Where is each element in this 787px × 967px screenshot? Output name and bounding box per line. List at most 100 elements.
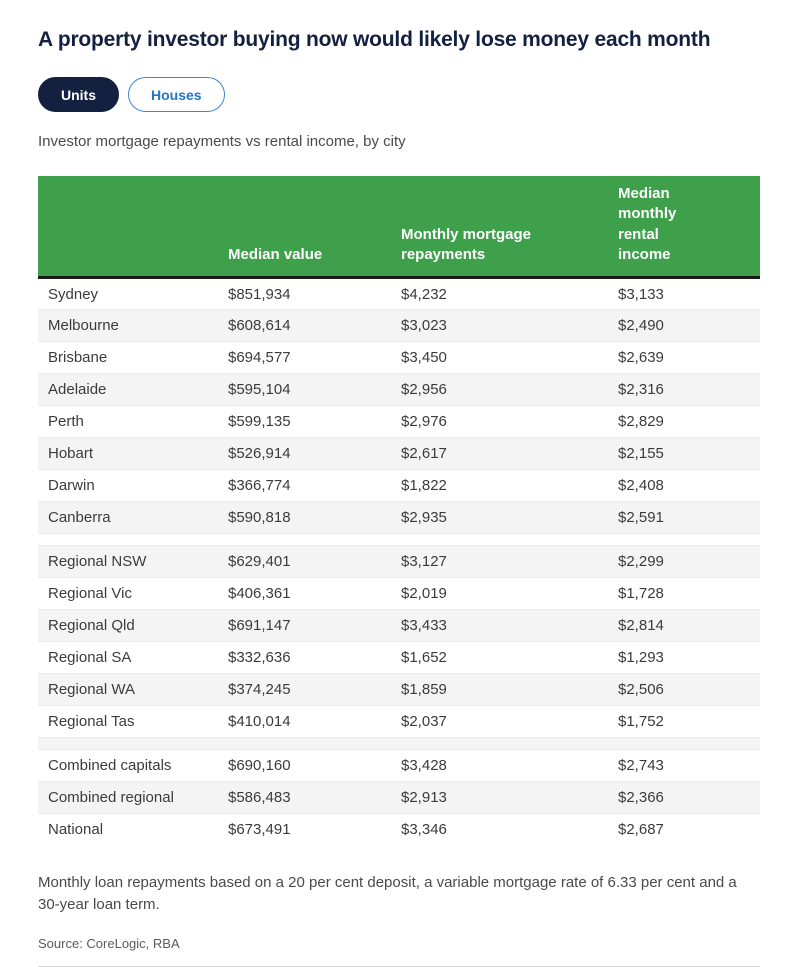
row-value: $406,361 bbox=[228, 577, 401, 610]
row-label: Regional Qld bbox=[38, 609, 228, 642]
row-value: $690,160 bbox=[228, 749, 401, 782]
row-value: $2,814 bbox=[618, 609, 760, 642]
column-header-mortgage-repayments: Monthly mortgage repayments bbox=[401, 176, 618, 279]
row-value: $2,366 bbox=[618, 781, 760, 814]
table-row: Regional SA $332,636 $1,652 $1,293 bbox=[38, 641, 760, 674]
row-value: $410,014 bbox=[228, 705, 401, 738]
row-value: $2,408 bbox=[618, 469, 760, 502]
row-value: $2,019 bbox=[401, 577, 618, 610]
table-row: Regional Vic $406,361 $2,019 $1,728 bbox=[38, 577, 760, 610]
row-label: Regional SA bbox=[38, 641, 228, 674]
methodology-footnote: Monthly loan repayments based on a 20 pe… bbox=[38, 873, 737, 914]
page-title: A property investor buying now would lik… bbox=[38, 28, 711, 51]
row-value: $2,617 bbox=[401, 437, 618, 470]
row-value: $3,450 bbox=[401, 341, 618, 374]
table-row: Regional Tas $410,014 $2,037 $1,752 bbox=[38, 705, 760, 738]
chart-subtitle: Investor mortgage repayments vs rental i… bbox=[38, 133, 406, 150]
row-value: $1,728 bbox=[618, 577, 760, 610]
table-row: Adelaide $595,104 $2,956 $2,316 bbox=[38, 373, 760, 406]
row-value: $366,774 bbox=[228, 469, 401, 502]
row-value: $3,133 bbox=[618, 285, 664, 303]
table-header-row: Median value Monthly mortgage repayments… bbox=[38, 176, 760, 279]
row-value: $2,506 bbox=[618, 673, 760, 706]
column-header-rental-income: Median monthly rental income bbox=[618, 176, 760, 279]
row-value: $2,490 bbox=[618, 309, 760, 342]
bottom-divider bbox=[38, 965, 760, 967]
table-row: Regional NSW $629,401 $3,127 $2,299 bbox=[38, 545, 760, 578]
row-value: $3,433 bbox=[401, 609, 618, 642]
table-body: Sydney $851,934 $4,232 $3,133 Melbourne $608,… bbox=[38, 278, 760, 846]
table-row: Hobart $526,914 $2,617 $2,155 bbox=[38, 437, 760, 470]
row-value: $673,491 bbox=[228, 813, 401, 846]
row-value: $851,934 bbox=[228, 285, 291, 303]
row-label: Combined regional bbox=[38, 781, 228, 814]
row-value: $2,316 bbox=[618, 373, 760, 406]
group-spacer-row bbox=[38, 533, 760, 546]
data-table: Median value Monthly mortgage repayments… bbox=[38, 176, 760, 846]
table-row: Perth $599,135 $2,976 $2,829 bbox=[38, 405, 760, 438]
row-value: $3,023 bbox=[401, 309, 618, 342]
row-value: $599,135 bbox=[228, 405, 401, 438]
table-row: Canberra $590,818 $2,935 $2,591 bbox=[38, 501, 760, 534]
row-value: $2,829 bbox=[618, 405, 760, 438]
row-value: $3,346 bbox=[401, 813, 618, 846]
table-header: Median value Monthly mortgage repayments… bbox=[38, 176, 760, 279]
table-row: Combined regional $586,483 $2,913 $2,366 bbox=[38, 781, 760, 814]
table-row: Darwin $366,774 $1,822 $2,408 bbox=[38, 469, 760, 502]
row-value: $332,636 bbox=[228, 641, 401, 674]
row-value: $2,155 bbox=[618, 437, 760, 470]
row-value: $374,245 bbox=[228, 673, 401, 706]
table-row: Brisbane $694,577 $3,450 $2,639 bbox=[38, 341, 760, 374]
row-value: $2,299 bbox=[618, 545, 760, 578]
table-row: National $673,491 $3,346 $2,687 bbox=[38, 813, 760, 846]
row-value: $691,147 bbox=[228, 609, 401, 642]
row-value: $3,428 bbox=[401, 749, 618, 782]
row-label: Regional Tas bbox=[38, 705, 228, 738]
row-value: $526,914 bbox=[228, 437, 401, 470]
row-value: $629,401 bbox=[228, 545, 401, 578]
row-value: $586,483 bbox=[228, 781, 401, 814]
row-value: $1,293 bbox=[618, 641, 760, 674]
row-value: $2,956 bbox=[401, 373, 618, 406]
row-value: $1,652 bbox=[401, 641, 618, 674]
row-value: $608,614 bbox=[228, 309, 401, 342]
table-row: Regional Qld $691,147 $3,433 $2,814 bbox=[38, 609, 760, 642]
row-label: Regional WA bbox=[38, 673, 228, 706]
row-value: $3,127 bbox=[401, 545, 618, 578]
table-row: Melbourne $608,614 $3,023 $2,490 bbox=[38, 309, 760, 342]
row-value: $1,752 bbox=[618, 705, 760, 738]
row-value: $2,591 bbox=[618, 501, 760, 534]
houses-toggle-button[interactable]: Houses bbox=[128, 77, 225, 112]
row-label: Brisbane bbox=[38, 341, 228, 374]
source-attribution: Source: CoreLogic, RBA bbox=[38, 935, 180, 951]
row-label: Melbourne bbox=[38, 309, 228, 342]
group-spacer-row bbox=[38, 737, 760, 750]
row-label: Adelaide bbox=[38, 373, 228, 406]
row-value: $4,232 bbox=[401, 285, 447, 303]
property-type-toggle: Units Houses bbox=[38, 77, 760, 112]
row-label: Combined capitals bbox=[38, 749, 228, 782]
row-label: Darwin bbox=[38, 469, 228, 502]
row-label: National bbox=[38, 813, 228, 846]
row-value: $2,935 bbox=[401, 501, 618, 534]
row-value: $694,577 bbox=[228, 341, 401, 374]
row-value: $595,104 bbox=[228, 373, 401, 406]
row-value: $590,818 bbox=[228, 501, 401, 534]
column-header-city bbox=[38, 176, 228, 279]
table-row: Regional WA $374,245 $1,859 $2,506 bbox=[38, 673, 760, 706]
row-value: $1,859 bbox=[401, 673, 618, 706]
row-label: Canberra bbox=[38, 501, 228, 534]
row-value: $2,976 bbox=[401, 405, 618, 438]
row-value: $2,639 bbox=[618, 341, 760, 374]
column-header-median-value: Median value bbox=[228, 176, 401, 279]
row-label: Perth bbox=[38, 405, 228, 438]
table-row: Sydney $851,934 $4,232 $3,133 bbox=[38, 278, 760, 310]
units-toggle-button[interactable]: Units bbox=[38, 77, 119, 112]
row-label: Regional NSW bbox=[38, 545, 228, 578]
row-label: Regional Vic bbox=[38, 577, 228, 610]
row-value: $2,037 bbox=[401, 705, 618, 738]
row-label: Hobart bbox=[38, 437, 228, 470]
row-value: $2,687 bbox=[618, 813, 760, 846]
row-value: $2,913 bbox=[401, 781, 618, 814]
